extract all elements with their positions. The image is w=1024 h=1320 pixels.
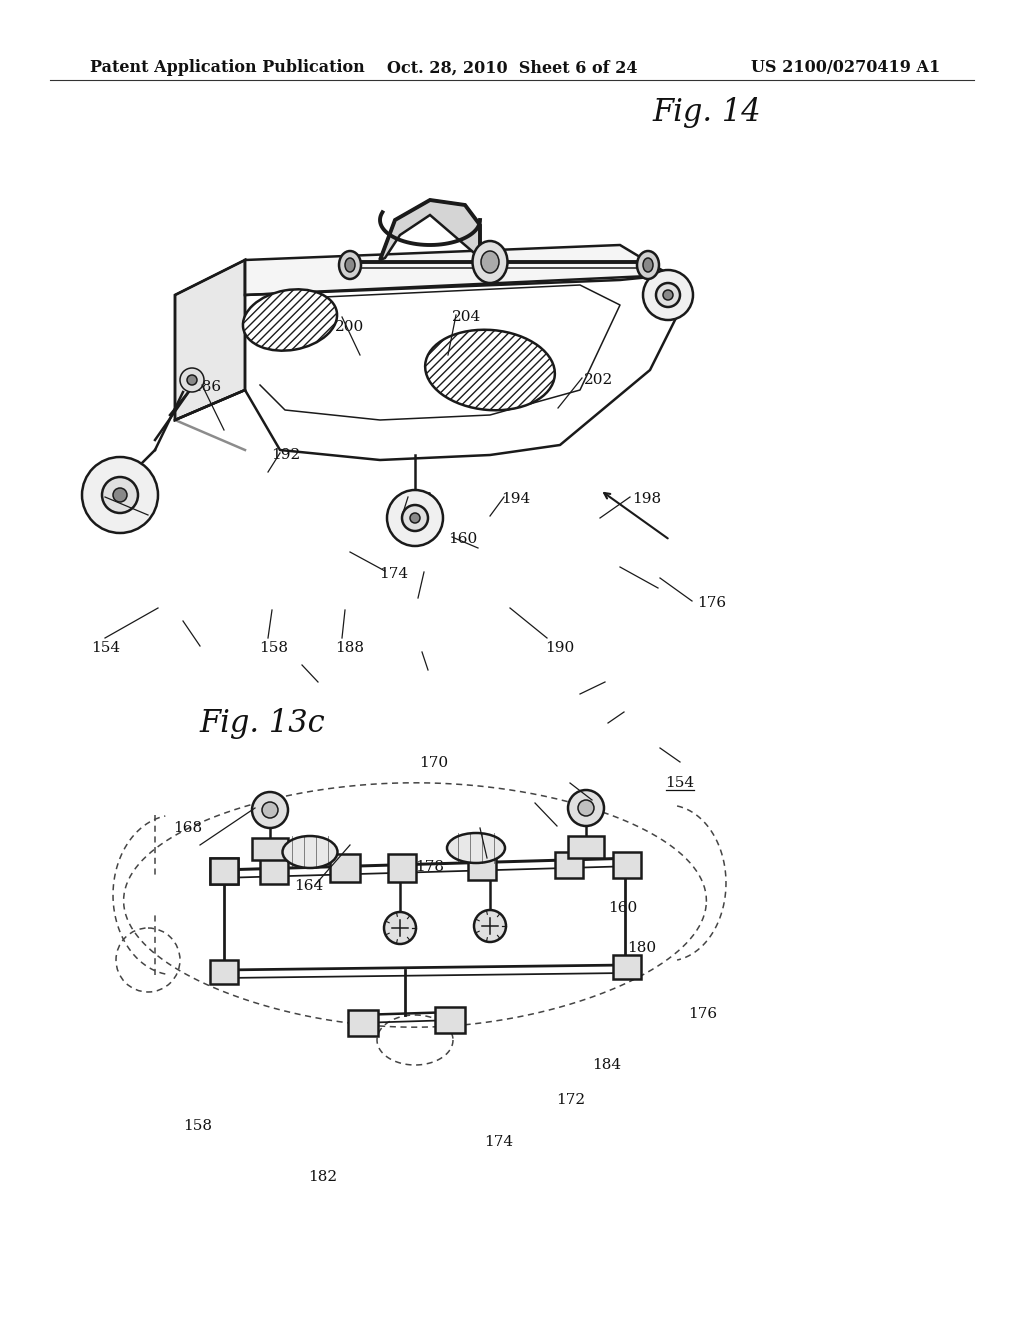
Circle shape [643, 271, 693, 319]
Ellipse shape [481, 251, 499, 273]
Text: 174: 174 [484, 1135, 513, 1148]
Circle shape [568, 789, 604, 826]
Bar [555, 851, 583, 878]
Text: 154: 154 [91, 642, 120, 655]
Circle shape [187, 375, 197, 385]
Bar [613, 954, 641, 979]
Circle shape [474, 909, 506, 942]
Text: 154: 154 [666, 776, 694, 789]
Text: 158: 158 [259, 642, 288, 655]
Circle shape [102, 477, 138, 513]
Ellipse shape [243, 289, 337, 351]
Circle shape [384, 912, 416, 944]
Text: 172: 172 [556, 1093, 585, 1106]
Text: Oct. 28, 2010  Sheet 6 of 24: Oct. 28, 2010 Sheet 6 of 24 [387, 59, 637, 77]
Circle shape [578, 800, 594, 816]
Bar [252, 838, 288, 861]
Circle shape [663, 290, 673, 300]
Ellipse shape [339, 251, 361, 279]
Text: 188: 188 [335, 642, 364, 655]
Text: 168: 168 [173, 821, 202, 834]
Text: 204: 204 [453, 310, 481, 323]
Text: Patent Application Publication: Patent Application Publication [90, 59, 365, 77]
Bar [568, 836, 604, 858]
Bar [210, 858, 238, 884]
Text: 198: 198 [633, 492, 662, 506]
Bar [210, 960, 238, 983]
Circle shape [252, 792, 288, 828]
Text: 174: 174 [379, 568, 408, 581]
Ellipse shape [472, 242, 508, 282]
Circle shape [113, 488, 127, 502]
Text: 192: 192 [271, 449, 300, 462]
Text: 206: 206 [91, 492, 120, 506]
Text: 176: 176 [697, 597, 726, 610]
Text: 176: 176 [688, 1007, 717, 1020]
Text: 170: 170 [420, 756, 449, 770]
Text: 158: 158 [183, 1119, 212, 1133]
Circle shape [180, 368, 204, 392]
Polygon shape [380, 201, 480, 260]
Ellipse shape [425, 330, 555, 411]
Text: Fig. 14: Fig. 14 [652, 96, 761, 128]
Text: 160: 160 [449, 532, 477, 545]
Polygon shape [175, 260, 245, 420]
Bar [613, 851, 641, 878]
Ellipse shape [637, 251, 659, 279]
Circle shape [82, 457, 158, 533]
Polygon shape [245, 246, 670, 294]
Bar [260, 858, 288, 884]
Circle shape [656, 282, 680, 308]
Bar [468, 851, 496, 880]
Circle shape [402, 506, 428, 531]
Circle shape [262, 803, 278, 818]
Bar [435, 1007, 465, 1034]
Text: 184: 184 [592, 1059, 621, 1072]
Text: US 2100/0270419 A1: US 2100/0270419 A1 [751, 59, 940, 77]
Bar [210, 858, 238, 884]
Text: 194: 194 [502, 492, 530, 506]
Text: 160: 160 [608, 902, 637, 915]
Text: 182: 182 [308, 1171, 337, 1184]
Bar [330, 854, 360, 882]
Text: 190: 190 [546, 642, 574, 655]
Text: 180: 180 [628, 941, 656, 954]
Bar [388, 854, 416, 882]
Ellipse shape [643, 257, 653, 272]
Circle shape [387, 490, 443, 546]
Text: 178: 178 [416, 861, 444, 874]
Text: 202: 202 [585, 374, 613, 387]
Text: 196: 196 [403, 492, 432, 506]
Text: 200: 200 [335, 321, 364, 334]
Text: 164: 164 [295, 879, 324, 892]
Text: Fig. 13c: Fig. 13c [200, 708, 326, 739]
Bar [348, 1010, 378, 1036]
Text: 186: 186 [193, 380, 221, 393]
Ellipse shape [283, 836, 338, 869]
Ellipse shape [345, 257, 355, 272]
Ellipse shape [447, 833, 505, 863]
Circle shape [410, 513, 420, 523]
